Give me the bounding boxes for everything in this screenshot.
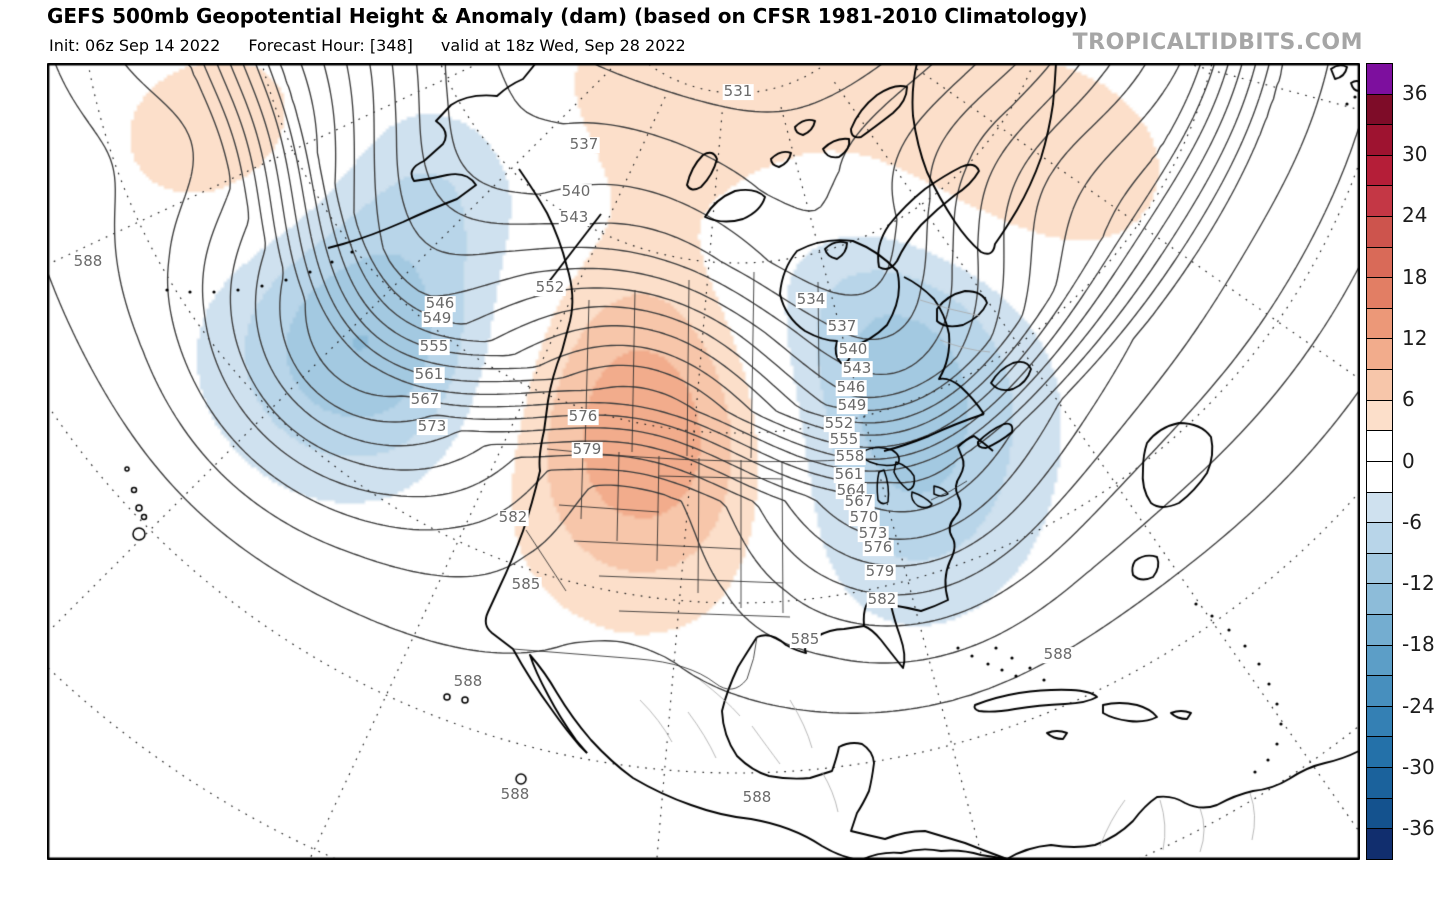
contour-label: 567 <box>843 492 875 511</box>
contour-label: 570 <box>848 508 880 527</box>
colorbar-tick-label: 18 <box>1402 264 1428 289</box>
contour-label: 567 <box>409 390 441 409</box>
colorbar-segment <box>1367 93 1392 125</box>
colorbar <box>1366 63 1393 860</box>
colorbar-segment <box>1367 216 1392 247</box>
contour-label: 540 <box>560 182 592 201</box>
contour-label: 537 <box>568 135 600 154</box>
colorbar-segment <box>1367 369 1392 400</box>
forecast-hour: Forecast Hour: [348] <box>248 36 413 55</box>
contour-label: 576 <box>567 407 599 426</box>
colorbar-tick-label: 0 <box>1402 448 1415 473</box>
contour-label: 579 <box>864 562 896 581</box>
colorbar-segment <box>1367 644 1392 676</box>
colorbar-tick-label: -6 <box>1402 509 1422 534</box>
contour-label: 549 <box>421 309 453 328</box>
colorbar-segment <box>1367 277 1392 308</box>
colorbar-segment <box>1367 460 1392 492</box>
contour-label: 561 <box>833 465 865 484</box>
colorbar-tick-label: -36 <box>1402 816 1435 841</box>
colorbar-segment <box>1367 613 1392 645</box>
contour-label: 582 <box>497 508 529 527</box>
contour-label: 543 <box>558 208 590 227</box>
contour-label: 531 <box>722 82 754 101</box>
colorbar-tick-label: -18 <box>1402 632 1435 657</box>
colorbar-segment <box>1367 675 1392 706</box>
contour-label: 540 <box>837 340 869 359</box>
colorbar-segment <box>1367 154 1392 186</box>
colorbar-segment <box>1367 307 1392 339</box>
colorbar-tick-label: -24 <box>1402 693 1435 718</box>
contour-label: 549 <box>836 396 868 415</box>
colorbar-tick-label: 30 <box>1402 141 1428 166</box>
watermark: TROPICALTIDBITS.COM <box>1072 30 1363 55</box>
contour-label: 576 <box>862 538 894 557</box>
contour-label: 534 <box>795 290 827 309</box>
contour-label: 585 <box>789 630 821 649</box>
valid-time: valid at 18z Wed, Sep 28 2022 <box>440 36 686 55</box>
contour-label: 561 <box>413 365 445 384</box>
colorbar-segment <box>1367 705 1392 737</box>
colorbar-segment <box>1367 246 1392 278</box>
contour-label: 537 <box>826 317 858 336</box>
contour-label: 582 <box>866 590 898 609</box>
colorbar-segment <box>1367 430 1392 461</box>
colorbar-segment <box>1367 399 1392 431</box>
contour-label: 573 <box>416 417 448 436</box>
colorbar-tick-label: -12 <box>1402 570 1435 595</box>
colorbar-tick-label: 36 <box>1402 80 1428 105</box>
colorbar-segment <box>1367 767 1392 798</box>
contour-label: 588 <box>1042 645 1074 664</box>
init-info: Init: 06z Sep 14 2022 Forecast Hour: [348… <box>49 36 714 55</box>
contour-label: 579 <box>571 440 603 459</box>
colorbar-segment <box>1367 828 1392 859</box>
contour-label: 552 <box>823 414 855 433</box>
colorbar-segment <box>1367 583 1392 614</box>
colorbar-tick-label: 6 <box>1402 386 1415 411</box>
contour-label: 555 <box>828 430 860 449</box>
contour-label: 552 <box>534 278 566 297</box>
colorbar-tick-label: -30 <box>1402 754 1435 779</box>
contour-label: 588 <box>741 788 773 807</box>
colorbar-segment <box>1367 522 1392 553</box>
colorbar-segment <box>1367 736 1392 768</box>
colorbar-segment <box>1367 491 1392 523</box>
colorbar-segment <box>1367 552 1392 584</box>
contour-label: 546 <box>424 294 456 313</box>
contour-label: 573 <box>857 524 889 543</box>
page-title: GEFS 500mb Geopotential Height & Anomaly… <box>47 4 1088 28</box>
colorbar-segment <box>1367 797 1392 829</box>
weather-map-canvas <box>47 63 1360 860</box>
colorbar-tick-label: 24 <box>1402 203 1428 228</box>
colorbar-tick-label: 12 <box>1402 325 1428 350</box>
contour-label: 588 <box>499 785 531 804</box>
contour-label: 546 <box>835 378 867 397</box>
colorbar-segment <box>1367 64 1392 94</box>
contour-label: 588 <box>72 252 104 271</box>
contour-label: 588 <box>452 672 484 691</box>
contour-label: 555 <box>418 337 450 356</box>
colorbar-segment <box>1367 124 1392 155</box>
contour-label: 543 <box>841 359 873 378</box>
colorbar-segment <box>1367 338 1392 370</box>
init-time: Init: 06z Sep 14 2022 <box>49 36 221 55</box>
colorbar-segment <box>1367 185 1392 217</box>
contour-label: 558 <box>834 447 866 466</box>
contour-label: 585 <box>510 575 542 594</box>
